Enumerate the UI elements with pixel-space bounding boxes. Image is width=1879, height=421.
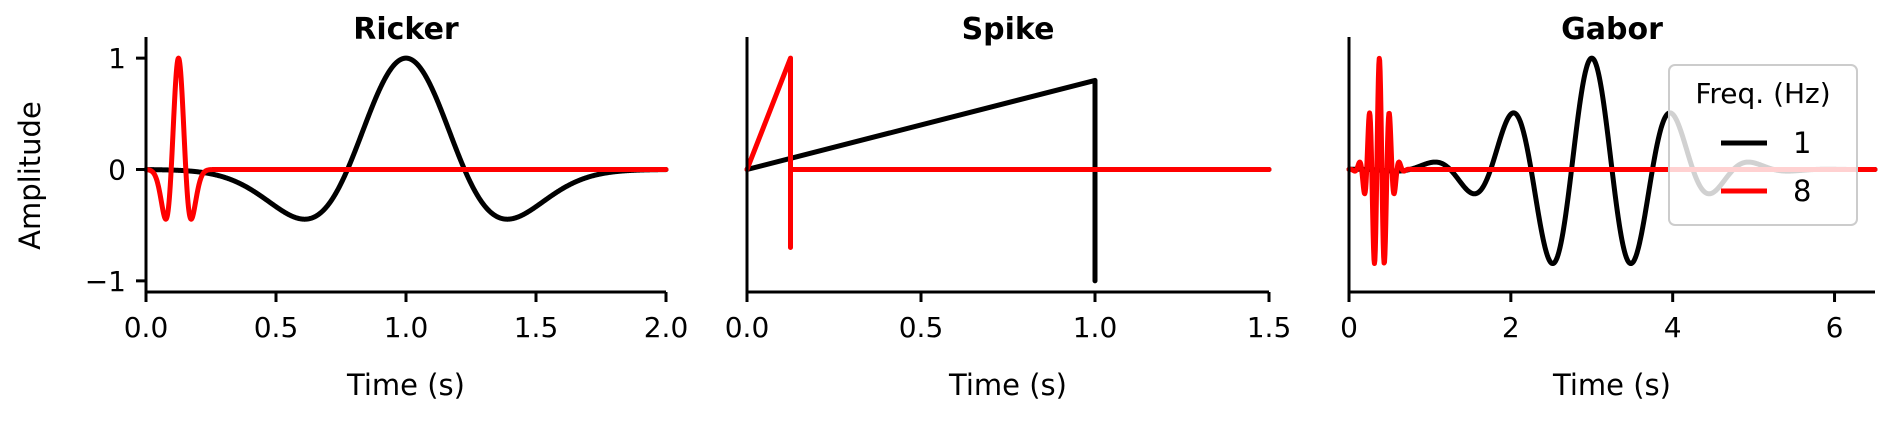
- x-axis-label: Time (s): [346, 368, 465, 402]
- x-tick-label: 6: [1826, 311, 1844, 344]
- x-tick-label: 1.0: [384, 311, 429, 344]
- legend-title: Freq. (Hz): [1695, 77, 1830, 110]
- x-tick-label: 0.5: [254, 311, 299, 344]
- subplot-title: Gabor: [1561, 12, 1663, 47]
- x-tick-label: 1.5: [514, 311, 559, 344]
- x-axis-label: Time (s): [948, 368, 1067, 402]
- y-tick-label: 0: [108, 154, 126, 187]
- x-axis-label: Time (s): [1552, 368, 1671, 402]
- y-axis-label: Amplitude: [13, 101, 47, 250]
- legend: Freq. (Hz) 1 8: [1668, 64, 1858, 226]
- x-tick-label: 0: [1340, 311, 1358, 344]
- x-tick-label: 0.0: [124, 311, 169, 344]
- subplot-title: Ricker: [353, 12, 459, 47]
- series-line-1: [744, 77, 1272, 284]
- series-line-1: [143, 55, 669, 222]
- series-line-8: [744, 55, 1272, 250]
- x-tick-label: 4: [1664, 311, 1682, 344]
- subplot-spike: 0.0 0.5 1.0 1.5 Spike Time (s): [725, 12, 1292, 402]
- series-line-8: [143, 55, 669, 222]
- x-tick-label: 1.0: [1073, 311, 1118, 344]
- subplot-gabor: 0 2 4 6 Gabor Time (s) Freq. (Hz) 1 8: [1340, 12, 1878, 402]
- subplot-title: Spike: [962, 12, 1055, 47]
- y-tick-label: 1: [108, 42, 126, 75]
- subplot-ricker: 0.0 0.5 1.0 1.5 2.0 1 0 −1 Ricker Time (s) Amplitu…: [13, 12, 688, 402]
- x-tick-label: 0.0: [725, 311, 770, 344]
- legend-label: 8: [1793, 174, 1811, 208]
- y-tick-label: −1: [85, 265, 126, 298]
- x-tick-label: 2: [1502, 311, 1520, 344]
- x-tick-label: 0.5: [899, 311, 944, 344]
- legend-label: 1: [1793, 126, 1811, 160]
- x-tick-label: 1.5: [1247, 311, 1292, 344]
- plot-area: 0.0 0.5 1.0 1.5 2.0 1 0 −1 Ricker Time (s) Amplitu…: [13, 12, 1878, 402]
- x-tick-label: 2.0: [644, 311, 689, 344]
